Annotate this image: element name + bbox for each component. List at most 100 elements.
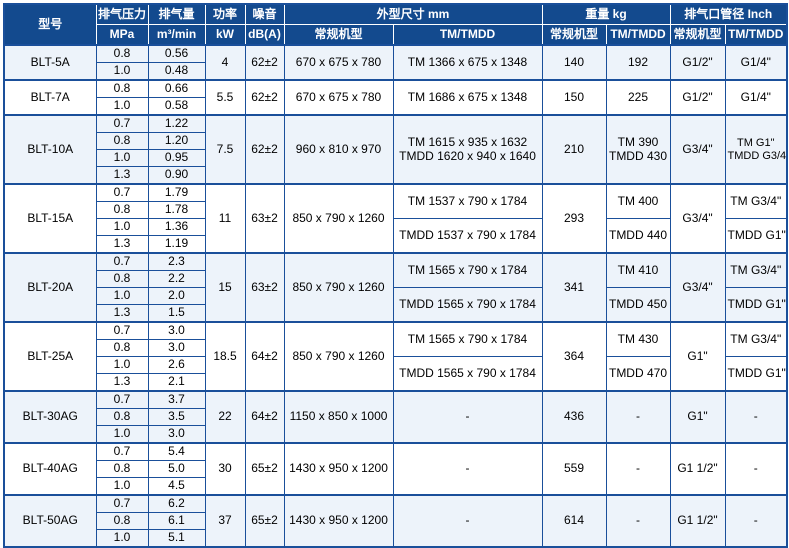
table-row: BLT-5A 0.8 0.56 4 62±2 670 x 675 x 780 T… — [3, 44, 788, 81]
table-row: 1.0 4.5 — [4, 477, 787, 496]
power-cell: 7.5 — [204, 114, 246, 185]
displacement-cell: 3.0 — [147, 339, 206, 357]
displacement-cell: 1.79 — [147, 183, 206, 202]
dim-tm-cell: TM 1366 x 675 x 1348 — [392, 44, 543, 81]
displacement-cell: 0.58 — [147, 97, 206, 116]
table-row: 1.3 0.90 — [4, 166, 787, 185]
displacement-cell: 2.6 — [147, 356, 206, 374]
pressure-cell: 1.3 — [95, 304, 149, 323]
weight-tm-cell: 192 — [605, 44, 671, 81]
header-pressure: 排气压力 — [95, 3, 149, 25]
pipe-standard-cell: G3/4" — [669, 114, 726, 185]
model-cell: BLT-30AG — [3, 390, 97, 444]
displacement-cell: 3.0 — [147, 425, 206, 444]
table-row: BLT-30AG 0.7 3.7 22 64±2 1150 x 850 x 10… — [3, 390, 788, 444]
pressure-cell: 0.7 — [95, 494, 149, 513]
dim-standard-cell: 1430 x 950 x 1200 — [283, 442, 394, 496]
power-cell: 4 — [204, 44, 246, 81]
weight-standard-cell: 614 — [541, 494, 607, 548]
dim-standard-cell: 1430 x 950 x 1200 — [283, 494, 394, 548]
noise-cell: 64±2 — [244, 390, 285, 444]
weight-standard-cell: 364 — [541, 321, 607, 392]
table-row: 0.8 3.0 — [4, 339, 787, 357]
pipe-tm-cell: G1/4" — [724, 44, 788, 81]
noise-cell: 62±2 — [244, 44, 285, 81]
pipe-tm-cell: TM G1" TMDD G3/4" — [724, 114, 788, 185]
displacement-cell: 5.0 — [147, 460, 206, 478]
pressure-cell: 1.0 — [95, 62, 149, 81]
displacement-cell: 1.78 — [147, 201, 206, 219]
table-row: BLT-7A 0.8 0.66 5.5 62±2 670 x 675 x 780… — [3, 79, 788, 116]
weight-tm-cell: - — [605, 494, 671, 548]
dim-tm-cell: TMDD 1565 x 790 x 1784 — [392, 356, 543, 392]
power-cell: 15 — [204, 252, 246, 323]
power-cell: 5.5 — [204, 79, 246, 116]
displacement-cell: 2.0 — [147, 287, 206, 305]
table-row: 0.8 2.2 — [4, 270, 787, 288]
power-cell: 11 — [204, 183, 246, 254]
pressure-cell: 1.0 — [95, 287, 149, 305]
noise-cell: 65±2 — [244, 494, 285, 548]
pressure-cell: 1.3 — [95, 235, 149, 254]
pressure-cell: 0.7 — [95, 183, 149, 202]
pressure-cell: 0.8 — [95, 201, 149, 219]
pipe-standard-cell: G1/2" — [669, 44, 726, 81]
table-row: 1.3 1.19 — [4, 235, 787, 254]
displacement-cell: 0.48 — [147, 62, 206, 81]
dim-standard-cell: 850 x 790 x 1260 — [283, 321, 394, 392]
table-row: 0.8 1.20 — [4, 132, 787, 150]
pipe-tm-line: TM G1" — [736, 137, 775, 150]
displacement-cell: 1.5 — [147, 304, 206, 323]
weight-standard-cell: 341 — [541, 252, 607, 323]
pressure-cell: 0.7 — [95, 114, 149, 133]
dim-tm-cell: TMDD 1537 x 790 x 1784 — [392, 218, 543, 254]
header-displacement-unit: m³/min — [147, 24, 206, 46]
displacement-cell: 1.20 — [147, 132, 206, 150]
pressure-cell: 1.0 — [95, 477, 149, 496]
dim-tm-cell: TM 1686 x 675 x 1348 — [392, 79, 543, 116]
table-header: 型号 排气压力 排气量 功率 噪音 外型尺寸 mm 重量 kg 排气口管径 In… — [3, 3, 788, 46]
table-row: 1.0 2.6 TMDD 1565 x 790 x 1784 TMDD 470 … — [4, 356, 788, 392]
displacement-cell: 2.1 — [147, 373, 206, 392]
dim-standard-cell: 960 x 810 x 970 — [283, 114, 394, 185]
pressure-cell: 1.0 — [95, 218, 149, 236]
pressure-cell: 0.7 — [95, 321, 149, 340]
pipe-tm-cell: - — [724, 442, 788, 496]
header-dimensions: 外型尺寸 mm — [283, 3, 543, 25]
pipe-standard-cell: G3/4" — [669, 252, 726, 323]
displacement-cell: 2.2 — [147, 270, 206, 288]
noise-cell: 62±2 — [244, 79, 285, 116]
header-displacement: 排气量 — [147, 3, 206, 25]
power-cell: 37 — [204, 494, 246, 548]
pressure-cell: 0.8 — [95, 512, 149, 530]
weight-tm-line: TMDD 430 — [608, 148, 667, 163]
table-row: BLT-15A 0.7 1.79 11 63±2 850 x 790 x 126… — [3, 183, 788, 254]
model-cell: BLT-20A — [3, 252, 97, 323]
pipe-tm-cell: TM G3/4" — [724, 321, 788, 357]
displacement-cell: 0.56 — [147, 44, 206, 63]
pipe-tm-cell: TM G3/4" — [724, 183, 788, 219]
displacement-cell: 3.7 — [147, 390, 206, 409]
table-row: 1.3 1.5 — [4, 304, 787, 323]
pressure-cell: 0.8 — [95, 44, 149, 63]
displacement-cell: 5.4 — [147, 442, 206, 461]
header-pipe-tm: TM/TMDD — [724, 24, 788, 46]
displacement-cell: 3.5 — [147, 408, 206, 426]
displacement-cell: 1.22 — [147, 114, 206, 133]
weight-tm-cell: TMDD 440 — [605, 218, 671, 254]
noise-cell: 63±2 — [244, 252, 285, 323]
header-noise-unit: dB(A) — [244, 24, 285, 46]
header-weight-standard: 常规机型 — [541, 24, 607, 46]
dim-tm-cell: TM 1565 x 790 x 1784 — [392, 321, 543, 357]
pressure-cell: 0.7 — [95, 252, 149, 271]
pipe-tm-cell: TMDD G1" — [724, 287, 788, 323]
pipe-standard-cell: G1/2" — [669, 79, 726, 116]
table-row: 0.8 6.1 — [4, 512, 787, 530]
dim-standard-cell: 670 x 675 x 780 — [283, 79, 394, 116]
pressure-cell: 1.0 — [95, 529, 149, 548]
power-cell: 22 — [204, 390, 246, 444]
dim-tm-cell: - — [392, 442, 543, 496]
table-row: 0.8 5.0 — [4, 460, 787, 478]
dim-tm-line: TMDD 1620 x 940 x 1640 — [399, 148, 536, 163]
